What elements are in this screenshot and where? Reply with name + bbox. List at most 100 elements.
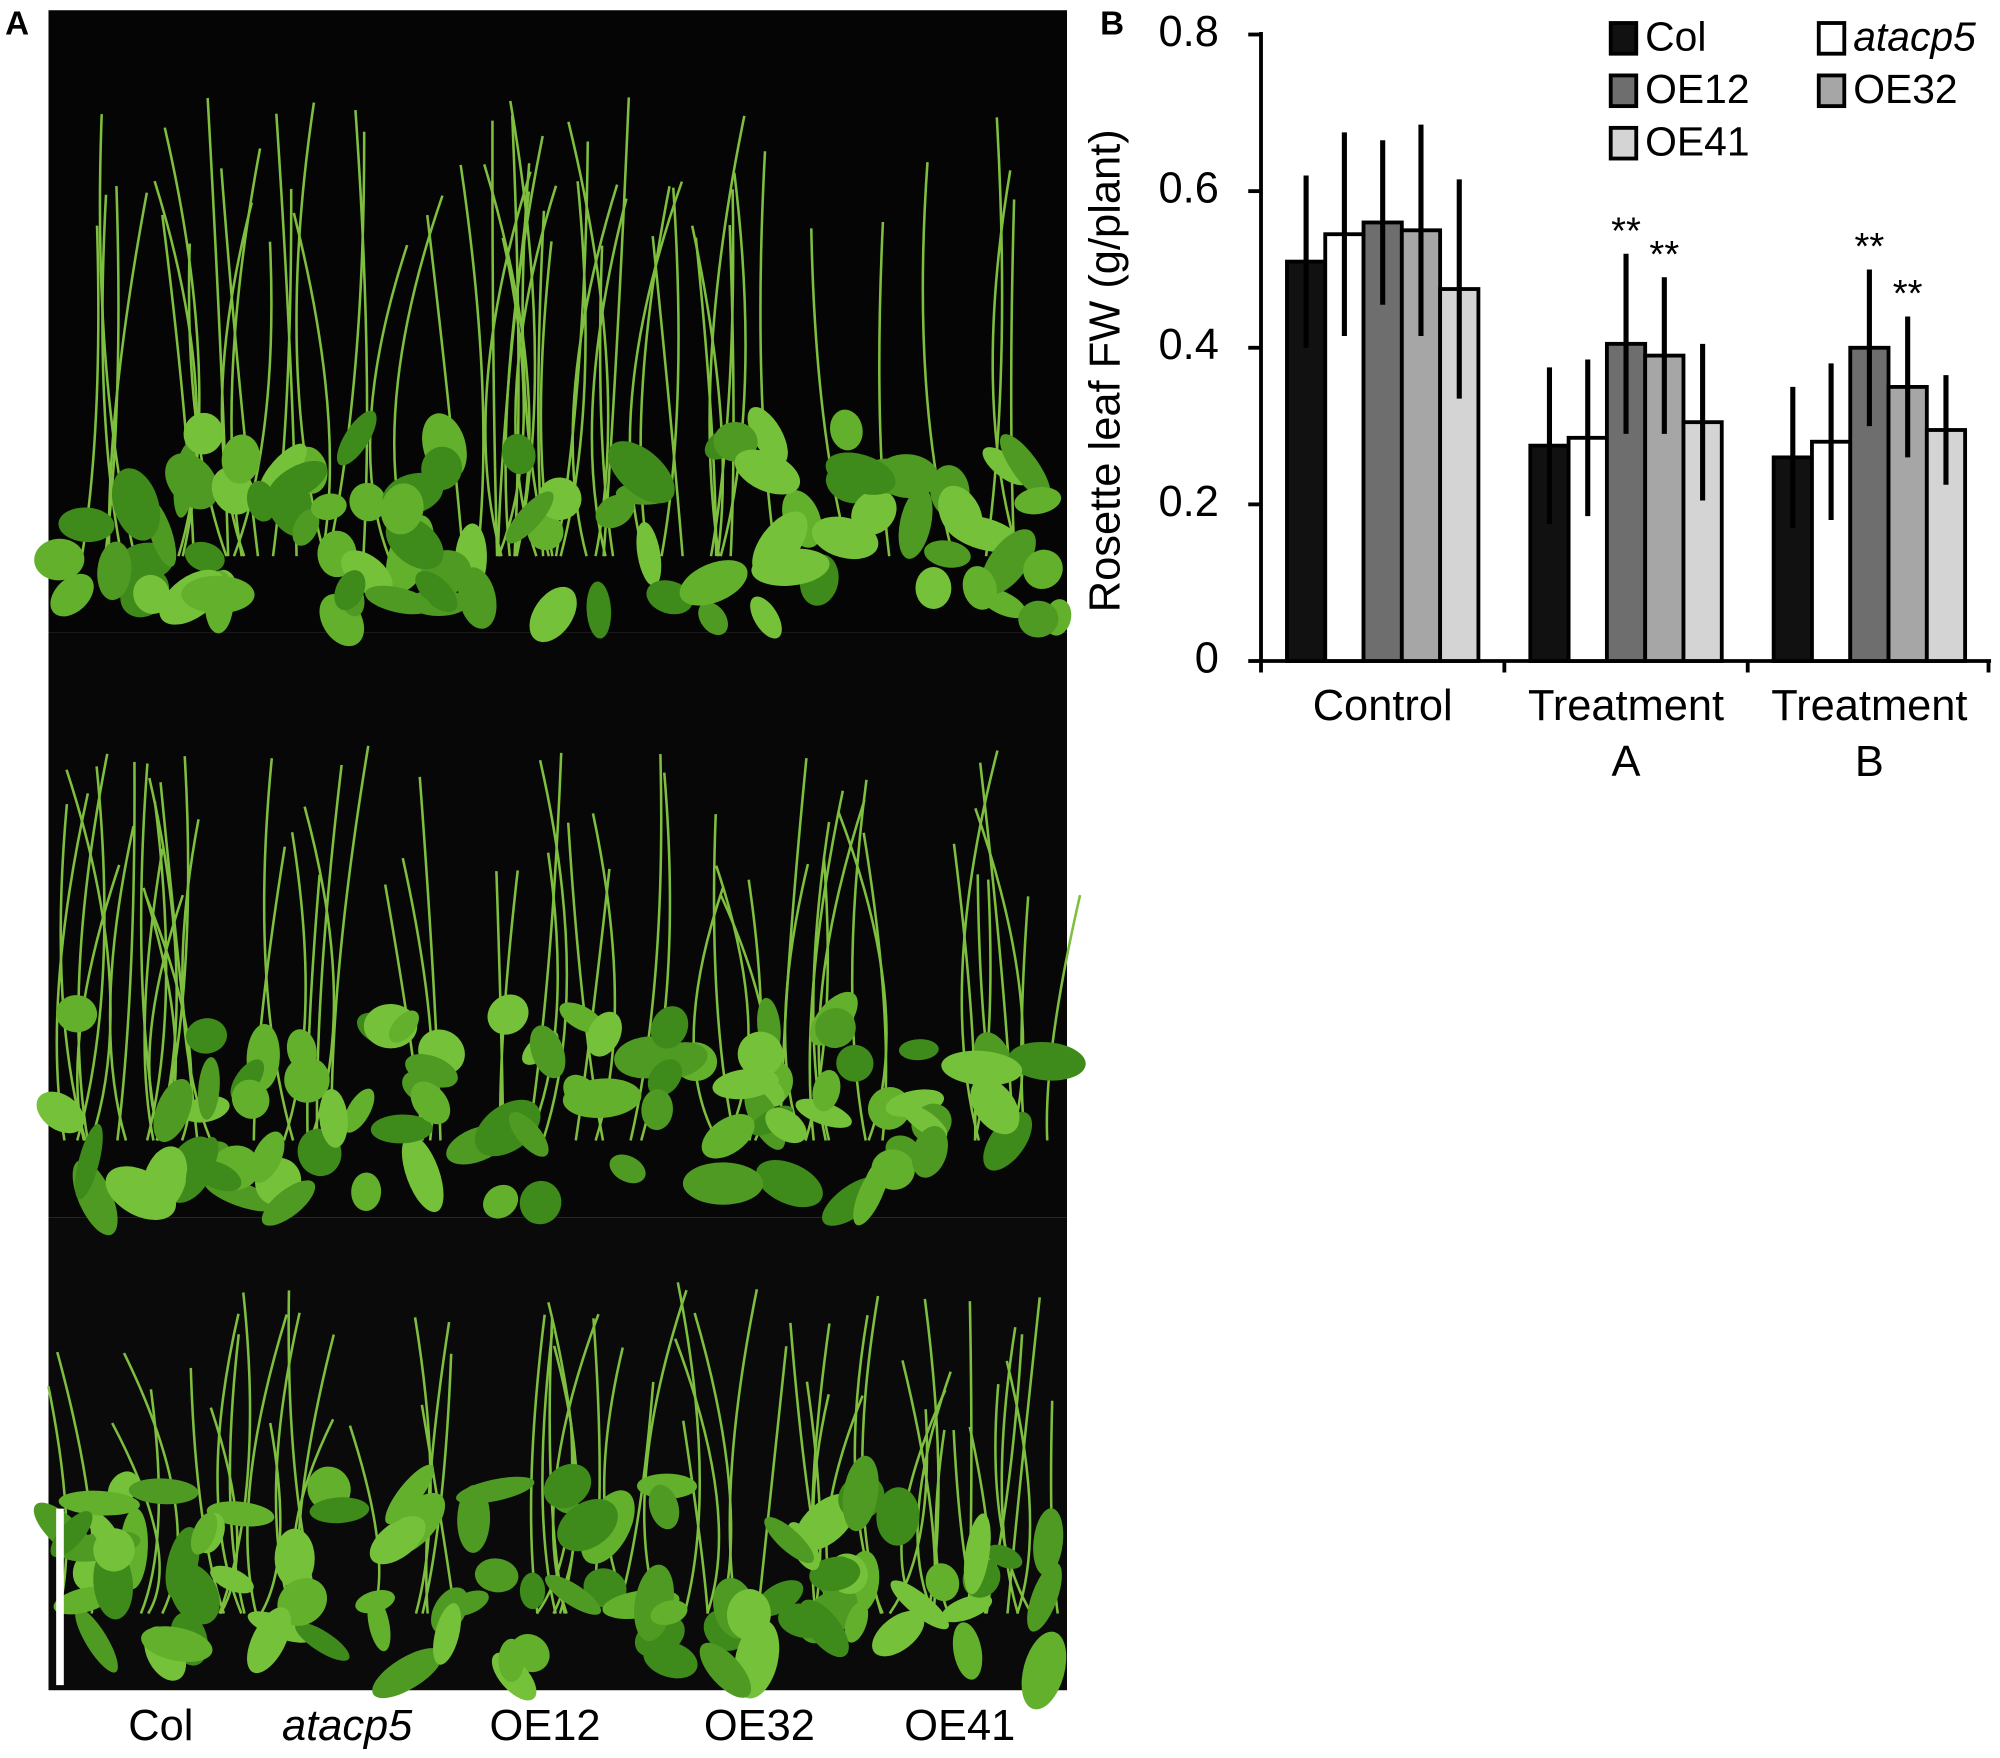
y-tick-label: 0.6	[1159, 165, 1219, 213]
stem	[715, 865, 750, 1142]
stem	[232, 241, 273, 557]
leaf	[544, 1574, 602, 1615]
leaf	[93, 1528, 135, 1572]
legend-swatch	[1816, 21, 1847, 56]
stem	[65, 769, 112, 1141]
stem	[306, 874, 321, 1141]
stem	[101, 194, 123, 557]
leaf	[75, 1608, 118, 1673]
stem	[673, 1338, 721, 1614]
leaf	[334, 570, 366, 611]
stem	[526, 752, 563, 1141]
leaf	[812, 1069, 841, 1112]
leaf	[795, 1098, 852, 1128]
leaf	[529, 586, 577, 643]
leaf	[764, 1517, 814, 1564]
legend-swatch	[1608, 125, 1639, 161]
leaf	[519, 1572, 546, 1610]
leaf	[563, 1074, 600, 1112]
leaf	[351, 1172, 382, 1211]
stem	[75, 766, 106, 1141]
leaf	[647, 1059, 683, 1097]
leaf	[898, 1039, 939, 1061]
leaf	[34, 538, 85, 581]
genotype-label: Col	[128, 1702, 193, 1750]
bar	[1438, 287, 1481, 663]
stem	[116, 761, 136, 1141]
leaf	[911, 1126, 948, 1178]
leaf	[799, 1599, 849, 1658]
leaf	[962, 566, 998, 610]
leaf	[809, 1556, 861, 1591]
leaf	[185, 1136, 219, 1191]
leaf	[970, 1078, 1020, 1135]
leaf	[380, 483, 424, 535]
stem	[639, 186, 671, 557]
leaf	[842, 1455, 879, 1532]
leaf	[650, 1006, 689, 1049]
leaf	[410, 1081, 451, 1125]
leaf	[246, 480, 277, 522]
genotype-label: OE41	[904, 1702, 1015, 1750]
leaf	[56, 995, 98, 1033]
leaf	[153, 1078, 193, 1142]
leaf	[698, 602, 728, 636]
leaf	[586, 1011, 622, 1057]
leaf	[851, 489, 897, 536]
stem	[1000, 1326, 1020, 1614]
leaf	[274, 1528, 315, 1589]
leaf	[295, 1622, 350, 1661]
stem	[960, 750, 999, 1141]
leaf	[355, 1590, 395, 1614]
leaf	[682, 1162, 764, 1205]
leaf	[607, 441, 675, 504]
leaf	[734, 449, 801, 495]
leaf	[543, 1463, 592, 1509]
leaf	[483, 1184, 519, 1219]
leaf	[415, 571, 458, 613]
leaf	[50, 573, 94, 617]
leaf	[925, 1563, 960, 1602]
stem	[161, 214, 195, 557]
stem	[153, 180, 199, 557]
genotype-label: OE12	[490, 1702, 601, 1750]
genotype-label: atacp5	[282, 1702, 413, 1750]
x-category: Treatment A	[1528, 681, 1724, 786]
significance-label: **	[1649, 233, 1679, 276]
leaf	[1033, 1508, 1064, 1576]
leaf	[836, 1044, 874, 1082]
leaf	[185, 1018, 228, 1054]
leaf	[765, 1107, 807, 1144]
leaf	[365, 585, 431, 615]
x-category: Treatment B	[1771, 681, 1968, 787]
leaf	[595, 494, 635, 529]
leaf	[505, 491, 554, 544]
leaf	[336, 410, 377, 466]
leaf	[999, 434, 1051, 500]
x-tick-label: Treatment B	[1771, 681, 1968, 787]
leaf	[1018, 600, 1059, 638]
legend-swatch	[1608, 21, 1639, 56]
leaf	[609, 1154, 646, 1184]
leaf	[586, 581, 612, 639]
legend-label: OE41	[1645, 118, 1749, 164]
leaf	[349, 482, 387, 522]
stem	[708, 115, 746, 557]
leaf	[825, 452, 896, 495]
stem	[984, 117, 1004, 557]
stem	[145, 800, 168, 1141]
stem	[681, 1420, 710, 1614]
leaf	[401, 1134, 444, 1213]
leaf	[286, 1029, 317, 1071]
leaf	[319, 1088, 348, 1148]
stem	[712, 814, 737, 1141]
stem	[496, 191, 531, 557]
leaf	[1021, 1631, 1067, 1710]
leaf	[941, 1050, 1023, 1086]
leaf	[261, 1180, 316, 1226]
leaf	[343, 1088, 375, 1133]
leaf	[648, 1484, 680, 1530]
stem	[759, 151, 778, 557]
stem	[719, 172, 747, 557]
